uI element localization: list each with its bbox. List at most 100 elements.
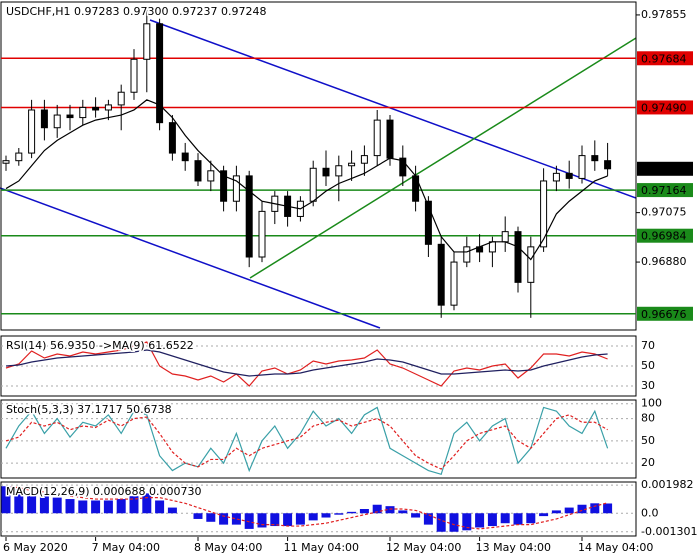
- candle-body: [463, 246, 471, 263]
- histogram-bar: [513, 513, 523, 525]
- panel-title: USDCHF,H1 0.97283 0.97300 0.97237 0.9724…: [6, 5, 267, 18]
- candle-body: [501, 231, 509, 243]
- candle-body: [565, 172, 573, 179]
- y-tick-label: 70: [641, 339, 655, 352]
- histogram-bar: [14, 489, 24, 514]
- candle-body: [309, 167, 317, 202]
- histogram-bar: [539, 513, 549, 517]
- candle-body: [424, 200, 432, 245]
- y-tick-label: 0.001982: [641, 478, 694, 491]
- series-line: [5, 341, 608, 387]
- y-tick-label: 0.0: [641, 506, 659, 519]
- histogram-bar: [283, 513, 293, 527]
- candle-body: [540, 180, 548, 248]
- candle-body: [2, 160, 10, 164]
- histogram-bar: [219, 513, 229, 525]
- candle-body: [552, 172, 560, 182]
- histogram-bar: [257, 513, 267, 528]
- candle-body: [53, 114, 61, 129]
- candle-body: [527, 246, 535, 283]
- histogram-bar: [411, 513, 421, 518]
- candle-body: [258, 210, 266, 258]
- histogram-bar: [590, 503, 600, 514]
- histogram-bar: [487, 513, 497, 527]
- histogram-bar: [244, 513, 254, 529]
- histogram-bar: [603, 503, 613, 514]
- x-tick-label: 11 May 04:00: [284, 541, 359, 554]
- candle-body: [220, 170, 228, 202]
- x-tick-label: 7 May 04:00: [92, 541, 160, 554]
- level-label-box: [637, 228, 693, 243]
- candle-body: [15, 152, 23, 162]
- candle-body: [181, 152, 189, 162]
- trend-line: [0, 187, 381, 329]
- candle-body: [591, 155, 599, 162]
- panel-title: MACD(12,26,9) 0.000688 0.000730: [6, 485, 202, 498]
- panel-frame: [0, 1, 637, 331]
- histogram-bar: [39, 496, 49, 514]
- histogram-bar: [398, 510, 408, 514]
- candle-body: [514, 231, 522, 283]
- series-line: [5, 414, 608, 470]
- x-tick-label: 12 May 04:00: [386, 541, 461, 554]
- level-label-box: [637, 100, 693, 115]
- trend-lines: [0, 19, 637, 329]
- x-tick-label: 13 May 04:00: [476, 541, 551, 554]
- candle-body: [156, 23, 164, 124]
- y-tick-label: 100: [641, 397, 662, 410]
- candle-body: [604, 160, 612, 170]
- y-tick-label: 80: [641, 412, 655, 425]
- candle-body: [450, 261, 458, 306]
- histogram-bar: [270, 513, 280, 527]
- histogram-bar: [577, 504, 587, 514]
- level-label: 0.97490: [641, 101, 687, 114]
- candle-body: [130, 58, 138, 93]
- y-tick-label: 0.96880: [641, 255, 687, 268]
- last-price-box: [637, 161, 693, 176]
- last-price-label: 0.97248: [641, 163, 687, 176]
- histogram-bar: [475, 513, 485, 528]
- histogram-bar: [526, 513, 536, 524]
- y-tick-label: -0.001301: [641, 525, 697, 538]
- candle-body: [194, 160, 202, 182]
- x-tick-label: 6 May 2020: [3, 541, 68, 554]
- panel-title: Stoch(5,3,3) 37.1717 50.6738: [6, 403, 172, 416]
- histogram-bar: [155, 500, 165, 514]
- histogram-bar: [500, 513, 510, 524]
- level-label-box: [637, 306, 693, 321]
- level-label: 0.96676: [641, 308, 687, 321]
- panel-title: RSI(14) 56.9350 ->MA(9) 61.6522: [6, 339, 194, 352]
- y-tick-label: 50: [641, 359, 655, 372]
- candle-body: [232, 175, 240, 202]
- series-line: [5, 349, 608, 377]
- y-tick-label: 50: [641, 434, 655, 447]
- candle-body: [40, 109, 48, 129]
- histogram-bar: [462, 513, 472, 531]
- y-tick-label: 0.97855: [641, 8, 687, 21]
- candle-body: [207, 170, 215, 182]
- histogram-bar: [193, 513, 203, 519]
- histogram-bar: [91, 500, 101, 514]
- histogram-bar: [551, 510, 561, 514]
- x-tick-label: 14 May 04:00: [578, 541, 653, 554]
- candle-body: [360, 155, 368, 164]
- histogram-bar: [385, 506, 395, 514]
- candle-body: [104, 104, 112, 111]
- histogram-bar: [103, 500, 113, 514]
- y-tick-label: 20: [641, 456, 655, 469]
- histogram-bar: [359, 509, 369, 514]
- histogram-bar: [347, 511, 357, 514]
- panel-frame: [0, 481, 637, 537]
- histogram-bar: [142, 493, 152, 514]
- histogram-bar: [52, 497, 62, 514]
- candle-body: [399, 157, 407, 177]
- histogram-bar: [1, 486, 11, 514]
- level-label-box: [637, 183, 693, 198]
- level-label-box: [637, 51, 693, 66]
- candle-body: [335, 165, 343, 177]
- candle-body: [488, 241, 496, 253]
- histogram-bar: [167, 507, 177, 514]
- histogram-bar: [321, 513, 331, 518]
- candle-body: [373, 119, 381, 157]
